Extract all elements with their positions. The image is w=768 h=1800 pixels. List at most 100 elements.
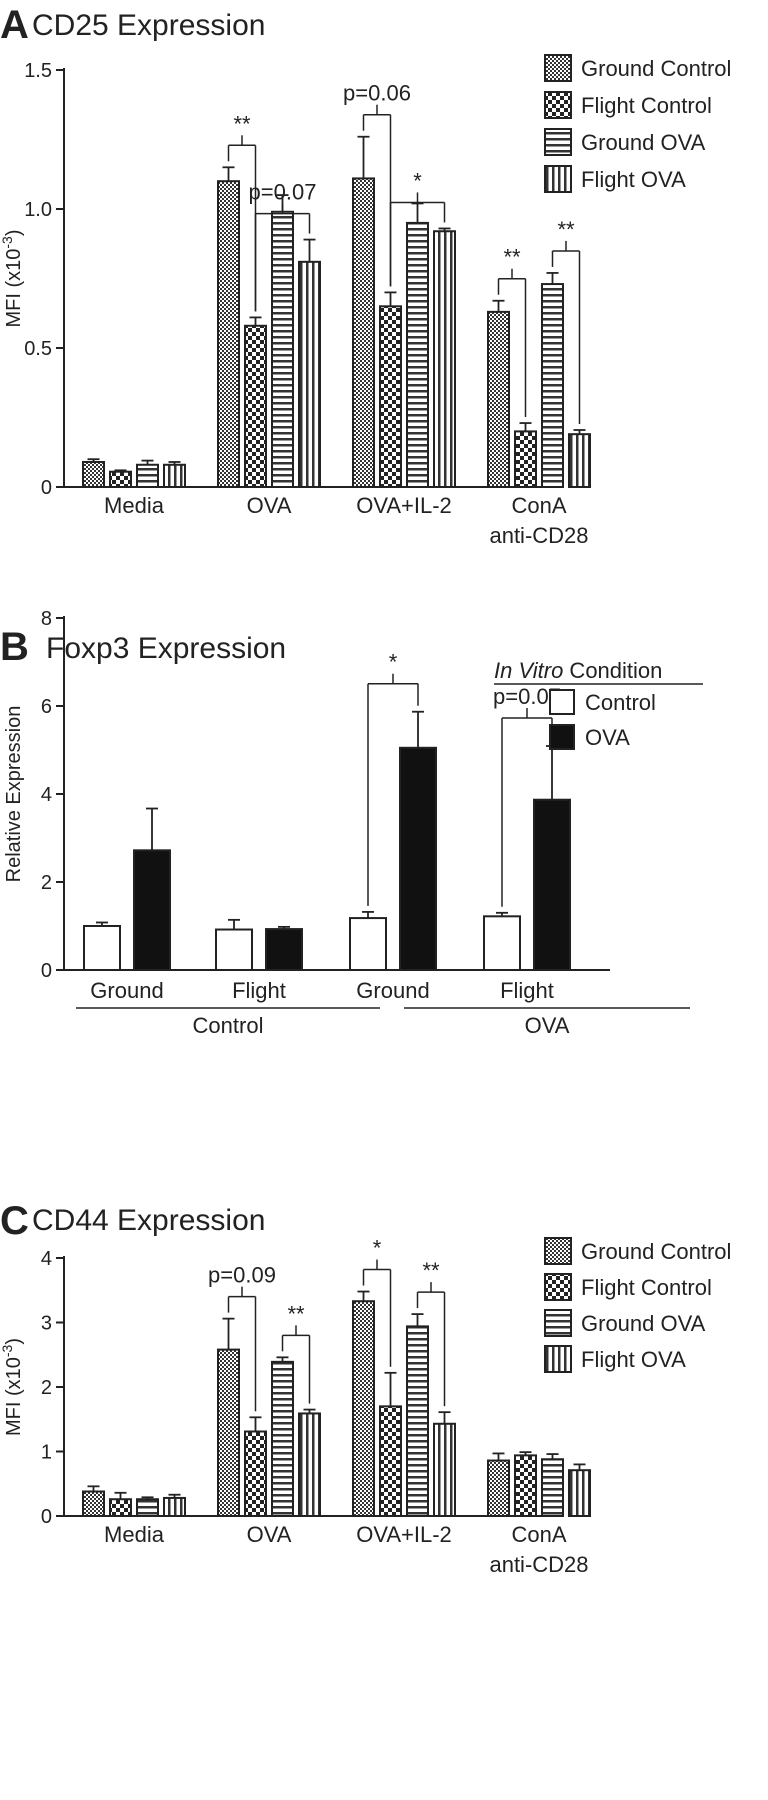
- cd25-significance-label: *: [413, 168, 422, 193]
- cd44-bar: [514, 1454, 537, 1517]
- foxp3-ytick-label: 8: [41, 608, 52, 630]
- foxp3-legend-swatch: [549, 724, 575, 750]
- cd44-significance-label: **: [422, 1258, 440, 1283]
- cd44-bar: [244, 1430, 267, 1518]
- foxp3-category-label: Ground: [90, 978, 163, 1003]
- cd44-bar: [136, 1498, 159, 1517]
- foxp3-category-label: Flight: [500, 978, 554, 1003]
- cd44-bar: [271, 1360, 294, 1517]
- cd25-bar: [514, 430, 537, 488]
- foxp3-legend-title: In Vitro Condition: [494, 658, 662, 683]
- cd44-legend-swatch: [544, 1273, 572, 1301]
- cd44-legend-label: Ground Control: [581, 1239, 731, 1264]
- cd44-bar: [379, 1405, 402, 1517]
- foxp3-ytick-label: 6: [41, 696, 52, 718]
- cd25-bar: [82, 460, 105, 489]
- foxp3-category-label: Ground: [356, 978, 429, 1003]
- cd25-legend-label: Flight OVA: [581, 167, 686, 192]
- cd44-bar: [82, 1490, 105, 1517]
- cd25-category-label: anti-CD28: [489, 523, 588, 548]
- cd44-category-label: ConA: [511, 1522, 566, 1547]
- cd25-bar: [271, 210, 294, 488]
- cd25-bar: [109, 470, 132, 488]
- cd44-bar: [163, 1496, 186, 1517]
- cd25-bar: [244, 324, 267, 489]
- cd25-bar: [568, 433, 591, 488]
- foxp3-legend-label: OVA: [585, 725, 630, 750]
- panel-b-title: Foxp3 Expression: [46, 632, 286, 665]
- cd44-bar: [568, 1469, 591, 1517]
- foxp3-bar: [399, 746, 437, 971]
- cd25-category-label: OVA: [247, 493, 292, 518]
- cd25-legend-swatch: [544, 54, 572, 82]
- foxp3-bar: [133, 849, 171, 972]
- foxp3-legend-swatch: [549, 689, 575, 715]
- chart-foxp3: 0 2 4 6 8 Relative Expression Ground Flight Grou…: [3, 608, 703, 1038]
- panel-c-letter: C: [0, 1199, 29, 1243]
- cd25-ytick-label: 0.5: [24, 338, 52, 360]
- foxp3-bar: [533, 798, 571, 971]
- foxp3-bar: [215, 928, 253, 972]
- cd44-ytick-label: 4: [41, 1248, 52, 1270]
- cd25-bar: [136, 463, 159, 489]
- cd25-bar: [487, 310, 510, 488]
- cd44-significance-label: **: [287, 1301, 305, 1326]
- cd25-bar: [163, 463, 186, 489]
- cd25-significance-label: **: [233, 111, 251, 136]
- cd25-category-label: ConA: [511, 493, 566, 518]
- cd25-y-label: MFI (x10-3): [0, 229, 25, 327]
- foxp3-bar: [83, 925, 121, 971]
- cd25-legend-swatch: [544, 91, 572, 119]
- cd44-bar: [217, 1348, 240, 1517]
- cd44-ytick-label: 2: [41, 1377, 52, 1399]
- cd44-legend-label: Flight OVA: [581, 1347, 686, 1372]
- cd44-category-label: OVA+IL-2: [356, 1522, 452, 1547]
- foxp3-ytick-label: 4: [41, 784, 52, 806]
- cd44-bar: [433, 1422, 456, 1518]
- foxp3-legend-label: Control: [585, 690, 656, 715]
- cd25-legend-label: Ground Control: [581, 56, 731, 81]
- cd44-category-label: anti-CD28: [489, 1552, 588, 1577]
- foxp3-ytick-label: 0: [41, 960, 52, 982]
- cd44-ytick-label: 3: [41, 1313, 52, 1335]
- foxp3-bar: [265, 928, 303, 972]
- cd25-legend-swatch: [544, 128, 572, 156]
- foxp3-bar: [483, 915, 521, 972]
- cd25-ytick-label: 1.0: [24, 199, 52, 221]
- chart-cd25: 0 0.5 1.0 1.5 MFI (x10-3) Media OVA OVA+IL-2 Con…: [0, 54, 731, 548]
- cd44-bar: [541, 1458, 564, 1517]
- cd44-bar: [109, 1498, 132, 1517]
- cd25-legend-swatch: [544, 165, 572, 193]
- cd44-legend-swatch: [544, 1345, 572, 1373]
- cd44-significance-label: *: [373, 1236, 382, 1261]
- cd25-ytick-label: 0: [41, 477, 52, 499]
- cd44-category-label: Media: [104, 1522, 165, 1547]
- cd25-bar: [406, 221, 429, 488]
- cd44-legend-label: Flight Control: [581, 1275, 712, 1300]
- foxp3-significance-label: *: [389, 650, 398, 675]
- cd44-legend-label: Ground OVA: [581, 1311, 706, 1336]
- cd44-bar: [352, 1300, 375, 1517]
- panel-a-letter: A: [0, 3, 29, 47]
- cd25-significance-label: p=0.07: [249, 180, 317, 205]
- cd44-bar: [487, 1459, 510, 1518]
- foxp3-ytick-label: 2: [41, 872, 52, 894]
- cd44-y-label: MFI (x10-3): [0, 1338, 25, 1436]
- cd25-category-label: OVA+IL-2: [356, 493, 452, 518]
- foxp3-group-label: Control: [193, 1013, 264, 1038]
- cd44-bar: [298, 1412, 321, 1517]
- cd44-ytick-label: 0: [41, 1506, 52, 1528]
- foxp3-bar: [349, 917, 387, 972]
- cd25-legend-label: Ground OVA: [581, 130, 706, 155]
- cd25-category-label: Media: [104, 493, 165, 518]
- cd44-significance-label: p=0.09: [208, 1263, 276, 1288]
- cd44-category-label: OVA: [247, 1522, 292, 1547]
- cd25-legend-label: Flight Control: [581, 93, 712, 118]
- cd25-significance-label: **: [557, 217, 575, 242]
- panel-b-letter: B: [0, 625, 29, 669]
- cd25-bar: [217, 180, 240, 488]
- cd44-legend-swatch: [544, 1237, 572, 1265]
- foxp3-group-label: OVA: [525, 1013, 570, 1038]
- cd25-bar: [541, 283, 564, 488]
